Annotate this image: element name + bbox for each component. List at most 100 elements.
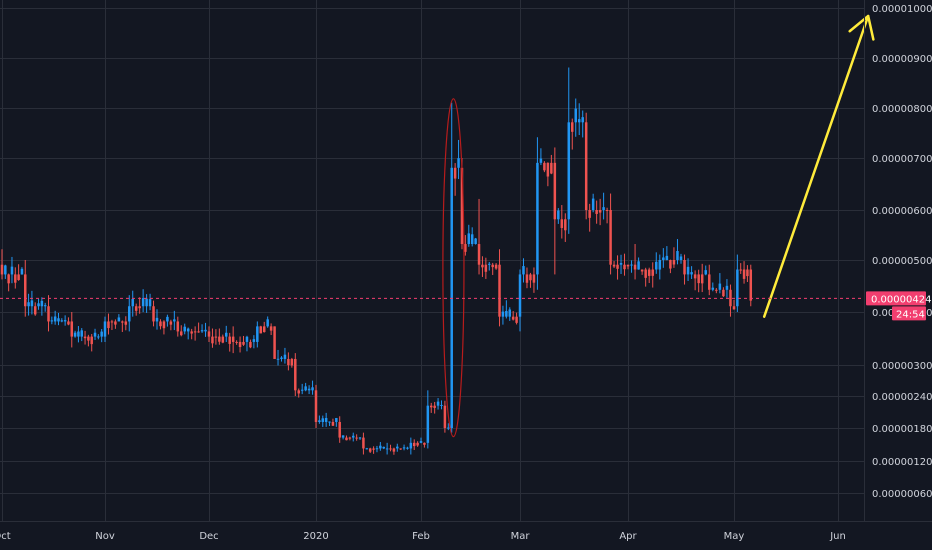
y-tick-label: 0.00000900 (872, 54, 932, 65)
candle-body (399, 448, 402, 450)
x-tick-label: Oct (0, 531, 11, 542)
candle-body (557, 210, 560, 220)
candle-body (221, 336, 225, 343)
candle-body (138, 306, 141, 309)
candle-body (626, 264, 630, 267)
candle-body (103, 321, 107, 337)
candle-body (77, 331, 80, 337)
candle-body (242, 341, 245, 345)
candle-body (207, 331, 211, 337)
candle-body (532, 274, 536, 283)
candle-body (10, 266, 14, 275)
candle-body (511, 316, 515, 320)
arrow-head[interactable] (848, 14, 875, 41)
candle-body (100, 331, 103, 337)
candle-body (676, 251, 679, 260)
candle-body (419, 441, 423, 443)
candle-body (57, 318, 60, 322)
candle-body (372, 448, 375, 450)
candle-body (63, 320, 67, 322)
candle-body (433, 405, 436, 408)
candle-body (396, 446, 399, 449)
candle-body (238, 341, 242, 348)
countdown-tag (892, 306, 926, 321)
candle-body (665, 255, 669, 260)
candle-body (93, 332, 97, 337)
candle-body (742, 269, 746, 279)
candle-body (148, 299, 152, 307)
candles (0, 67, 753, 455)
candle-body (536, 162, 539, 275)
candle-body (443, 405, 447, 428)
candle-body (612, 264, 616, 267)
x-tick-label: Apr (619, 531, 637, 542)
candle-body (37, 303, 40, 307)
candle-body (637, 261, 640, 270)
x-tick-label: Mar (511, 531, 531, 542)
candle-body (749, 269, 753, 301)
candle-body (33, 306, 37, 315)
current-price-tag (866, 291, 926, 306)
candle-body (529, 274, 532, 281)
candle-body (715, 289, 718, 291)
candle-body (176, 321, 180, 332)
candle-body (602, 207, 605, 210)
candle-body (679, 256, 683, 260)
candle-body (348, 437, 352, 439)
candle-body (577, 119, 581, 123)
candle-body (283, 354, 287, 359)
candle-body (269, 326, 273, 331)
candle-body (567, 122, 571, 220)
candle-body (338, 421, 341, 438)
time-axis[interactable]: Oct Nov Dec 2020 Feb Mar Apr May Jun (0, 531, 846, 542)
candle-body (83, 336, 87, 339)
candle-body (588, 210, 591, 218)
candle-body (505, 311, 508, 317)
y-tick-label: 0.00000180 (872, 424, 932, 435)
candle-body (651, 269, 654, 276)
candle-body (197, 331, 200, 333)
candle-body (297, 390, 300, 394)
candle-body (494, 264, 498, 269)
arrow-shaft[interactable] (762, 14, 870, 318)
candle-body (159, 321, 162, 327)
highlight-ellipse[interactable] (442, 98, 465, 438)
candle-body (644, 269, 647, 278)
candle-body (539, 158, 543, 163)
candle-body (294, 358, 297, 391)
candle-body (256, 326, 259, 342)
candle-body (80, 330, 83, 337)
y-tick-label: 0.00000600 (872, 206, 932, 217)
candle-body (647, 269, 651, 276)
candle-body (429, 405, 433, 408)
candle-body (110, 321, 114, 323)
candle-body (693, 274, 697, 279)
candle-body (200, 330, 204, 332)
candle-body (474, 238, 477, 245)
candle-body (477, 244, 481, 265)
candle-body (581, 117, 584, 123)
candle-body (169, 321, 173, 325)
candle-body (630, 264, 633, 266)
candle-body (457, 158, 460, 168)
candle-body (121, 321, 124, 323)
candle-body (564, 219, 567, 231)
candle-body (746, 269, 749, 277)
candle-body (47, 306, 50, 322)
candle-body (40, 300, 44, 307)
candle-body (633, 264, 637, 270)
candle-body (683, 260, 686, 275)
candle-body (402, 447, 406, 449)
candle-body (481, 264, 484, 268)
candle-body (623, 264, 626, 270)
candle-body (24, 274, 27, 307)
candle-body (525, 274, 529, 283)
candle-body (412, 442, 416, 447)
candle-body (134, 306, 138, 311)
candle-body (725, 285, 729, 290)
candle-body (697, 274, 700, 284)
candle-body (729, 289, 732, 307)
candle-body (124, 321, 128, 325)
